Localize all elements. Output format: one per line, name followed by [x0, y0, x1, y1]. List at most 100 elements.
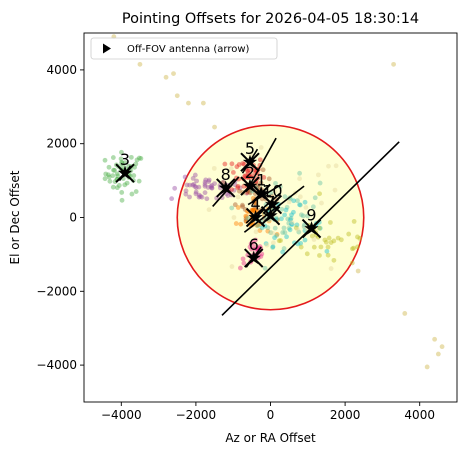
- data-point: [318, 244, 324, 250]
- data-point: [172, 185, 178, 191]
- data-point: [311, 244, 317, 250]
- triangle-right-icon: [103, 43, 111, 54]
- data-point: [119, 149, 124, 155]
- data-point: [229, 187, 235, 192]
- antenna-marker-8: 8: [216, 165, 236, 198]
- data-point: [325, 244, 331, 250]
- data-point: [208, 184, 214, 189]
- data-point: [229, 205, 235, 211]
- antenna-label: 2: [245, 163, 255, 182]
- tick-layer: −4000 −2000 0 2000 4000 −4000 −2000 0 2000 4000: [36, 63, 435, 422]
- data-point: [349, 260, 355, 266]
- data-point: [284, 204, 290, 210]
- data-point: [236, 162, 242, 167]
- data-point: [169, 196, 175, 202]
- data-point: [328, 266, 334, 271]
- data-point: [335, 235, 341, 241]
- data-point: [293, 225, 299, 231]
- data-point: [133, 189, 139, 194]
- data-point: [252, 244, 258, 250]
- data-point: [282, 230, 288, 235]
- data-point: [237, 185, 243, 191]
- data-point: [309, 233, 315, 239]
- data-point: [255, 222, 261, 228]
- data-point: [289, 212, 294, 218]
- data-point: [244, 174, 250, 180]
- data-point: [184, 182, 190, 188]
- data-point: [102, 176, 108, 182]
- antenna-layer: 3 58 12 104 7 6 9: [115, 139, 322, 268]
- data-point: [298, 212, 304, 218]
- antenna-star: [218, 180, 233, 195]
- data-point: [187, 182, 193, 188]
- data-point: [202, 183, 208, 189]
- antenna-marker-10: 10: [262, 182, 283, 215]
- data-point: [128, 154, 134, 160]
- data-point: [193, 189, 199, 195]
- outlier-point: [439, 344, 445, 350]
- data-point: [317, 180, 323, 186]
- data-point: [297, 202, 302, 208]
- antenna-label: 8: [221, 165, 231, 184]
- data-point: [253, 237, 258, 243]
- data-point: [269, 193, 274, 199]
- y-axis-label: El or Dec Offset: [8, 170, 22, 264]
- data-point: [245, 170, 251, 176]
- data-point: [298, 240, 304, 246]
- data-point: [310, 204, 316, 210]
- data-point: [196, 184, 202, 190]
- data-point: [107, 178, 113, 184]
- data-point: [204, 196, 210, 202]
- antenna-label: 7: [265, 193, 275, 212]
- data-point: [331, 257, 337, 263]
- data-point: [253, 207, 259, 213]
- data-point: [324, 248, 330, 254]
- data-point: [246, 173, 252, 179]
- data-point: [237, 265, 243, 271]
- data-point: [280, 230, 286, 235]
- data-point: [265, 225, 271, 231]
- data-point: [297, 176, 302, 182]
- data-point: [131, 173, 137, 178]
- data-point: [119, 197, 125, 203]
- data-point: [235, 183, 241, 189]
- data-point: [182, 174, 188, 180]
- x-tick-label: −2000: [176, 408, 217, 422]
- data-point: [274, 233, 279, 238]
- data-point: [192, 183, 198, 189]
- antenna-label: 4: [250, 195, 260, 214]
- data-point: [183, 188, 189, 194]
- data-point: [332, 187, 338, 193]
- data-point: [114, 171, 120, 177]
- data-point: [355, 244, 360, 250]
- data-point: [238, 221, 244, 227]
- data-point: [328, 240, 334, 245]
- data-point: [231, 187, 237, 193]
- data-point: [350, 246, 355, 252]
- data-point: [231, 215, 237, 220]
- data-point: [229, 264, 235, 269]
- antenna-star: [304, 221, 319, 235]
- data-point: [303, 205, 309, 210]
- data-point: [272, 189, 278, 195]
- data-point: [251, 207, 256, 213]
- data-point: [234, 164, 240, 170]
- data-point: [338, 237, 344, 243]
- data-point: [258, 180, 264, 186]
- data-point: [259, 251, 265, 257]
- data-point: [288, 216, 294, 221]
- x-axis-label: Az or RA Offset: [225, 431, 316, 445]
- data-point: [243, 213, 249, 219]
- data-point: [296, 229, 302, 235]
- data-point: [278, 238, 283, 243]
- data-point: [233, 221, 239, 226]
- data-point: [317, 225, 323, 231]
- data-point: [270, 245, 276, 250]
- data-point: [228, 166, 234, 172]
- data-point: [190, 176, 196, 181]
- outlier-point: [424, 364, 430, 370]
- data-point: [249, 246, 254, 252]
- data-point: [279, 216, 284, 222]
- data-point: [270, 244, 276, 250]
- antenna-star: [263, 208, 278, 222]
